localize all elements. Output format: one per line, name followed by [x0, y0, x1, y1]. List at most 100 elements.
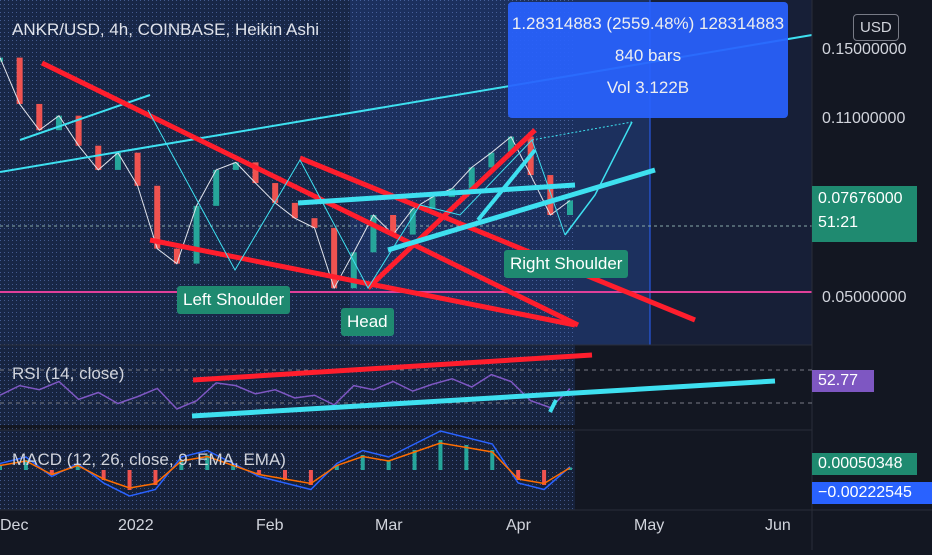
- price-candle: [134, 152, 141, 186]
- price-candle: [350, 252, 357, 289]
- macd-histogram-bar: [0, 465, 2, 470]
- price-candle: [193, 205, 200, 264]
- price-tick-0110: 0.11000000: [822, 110, 906, 127]
- macd-histogram-bar: [516, 470, 521, 480]
- macd-histogram-bar: [153, 470, 158, 485]
- price-line: [0, 57, 571, 290]
- price-candle: [95, 145, 102, 170]
- measure-bars: 840 bars: [614, 46, 682, 65]
- last-price-value: 0.07676000: [818, 190, 903, 207]
- macd-histogram-bar: [386, 460, 391, 470]
- time-label-feb: Feb: [256, 517, 284, 534]
- price-candle: [508, 136, 515, 153]
- price-candle: [547, 175, 554, 216]
- price-candle: [252, 162, 259, 184]
- label-right-shoulder: Right Shoulder: [504, 250, 629, 278]
- price-candle: [370, 215, 377, 253]
- time-label-apr: Apr: [506, 517, 531, 534]
- macd-signal-line: [0, 442, 571, 489]
- price-candle: [291, 202, 298, 219]
- price-candle: [331, 227, 338, 289]
- macd-histogram-bar: [464, 445, 469, 470]
- price-candle: [272, 183, 279, 203]
- time-label-2022: 2022: [118, 517, 154, 534]
- bar-countdown: 51:21: [818, 214, 859, 231]
- chart-title: ANKR/USD, 4h, COINBASE, Heikin Ashi: [12, 20, 320, 39]
- time-label-jun: Jun: [765, 517, 791, 534]
- trend-line-cyan-short: [476, 148, 537, 222]
- price-candle: [429, 197, 436, 209]
- trend-line-cyan-rise: [387, 167, 656, 253]
- macd-histogram-bar: [490, 450, 495, 470]
- price-candle: [55, 115, 62, 131]
- price-candle: [567, 200, 573, 216]
- macd-histogram-bar: [101, 470, 106, 480]
- macd-value-tag-2: −0.00222545: [812, 482, 932, 504]
- macd-histogram-bar: [412, 450, 417, 470]
- macd-histogram-bar: [542, 470, 547, 485]
- price-candle: [488, 152, 495, 168]
- price-candle: [36, 103, 43, 131]
- time-label-mar: Mar: [375, 517, 403, 534]
- rsi-series: [0, 373, 571, 410]
- price-series: [0, 57, 573, 290]
- price-candle: [468, 167, 475, 189]
- price-candle: [232, 162, 239, 170]
- price-candle: [0, 57, 3, 62]
- macd-histogram-bar: [49, 470, 54, 475]
- macd-histogram-bar: [127, 470, 132, 490]
- macd-histogram-bar: [75, 465, 80, 470]
- macd-line: [0, 430, 571, 497]
- rsi-trend-red: [192, 352, 593, 383]
- macd-histogram-bar: [568, 467, 572, 470]
- time-label-may: May: [634, 517, 665, 534]
- macd-value-tag-1: 0.00050348: [812, 453, 917, 475]
- macd-histogram-bar: [205, 455, 210, 470]
- rsi-trend-cyan: [191, 378, 776, 419]
- price-candle: [311, 218, 318, 228]
- macd-histogram-bar: [308, 470, 313, 485]
- trend-line-red-lower: [149, 237, 576, 328]
- label-head: Head: [341, 308, 394, 336]
- macd-histogram-bar: [231, 465, 236, 470]
- trend-line-red-right: [299, 155, 696, 323]
- price-candle: [16, 57, 23, 104]
- projection-path: [564, 121, 633, 236]
- macd-title: MACD (12, 26, close, 9, EMA, EMA): [12, 450, 286, 469]
- macd-histogram-bar: [23, 460, 28, 470]
- macd-histogram-bar: [334, 465, 339, 470]
- measure-volume: Vol 3.122B: [606, 78, 690, 97]
- time-label-dec: Dec: [0, 517, 29, 534]
- rsi-trend-cyan-tick: [548, 399, 558, 413]
- last-price-tag: 0.07676000 51:21: [812, 186, 917, 242]
- rsi-title: RSI (14, close): [12, 364, 125, 383]
- price-candle: [173, 248, 180, 264]
- macd-histogram-bar: [179, 460, 184, 470]
- pattern-zigzag: [147, 109, 566, 289]
- macd-histogram-bar: [360, 455, 365, 470]
- dot-grid: [0, 0, 575, 510]
- macd-series: [0, 430, 572, 497]
- price-candle: [75, 115, 82, 146]
- price-tick-0150: 0.15000000: [822, 41, 907, 58]
- price-candle: [390, 215, 397, 235]
- macd-histogram-bar: [438, 440, 443, 470]
- neckline-cyan: [297, 182, 576, 206]
- trend-line-red-upper: [40, 60, 580, 328]
- price-candle: [154, 185, 161, 249]
- projection-dotted: [531, 121, 633, 141]
- currency-button[interactable]: USD: [853, 14, 899, 41]
- price-tick-0050: 0.05000000: [822, 289, 907, 306]
- measure-change: 1.28314883 (2559.48%) 128314883: [511, 14, 785, 33]
- price-candle: [409, 208, 416, 235]
- price-candle: [213, 169, 220, 206]
- rsi-value-tag: 52.77: [812, 370, 874, 392]
- measure-box: 1.28314883 (2559.48%) 128314883 840 bars…: [508, 2, 788, 118]
- rsi-line: [0, 373, 571, 410]
- macd-histogram-bar: [283, 470, 287, 480]
- trend-line-red-rise: [366, 128, 537, 290]
- macd-histogram-bar: [257, 470, 262, 475]
- price-candle: [114, 152, 121, 170]
- label-left-shoulder: Left Shoulder: [177, 286, 291, 314]
